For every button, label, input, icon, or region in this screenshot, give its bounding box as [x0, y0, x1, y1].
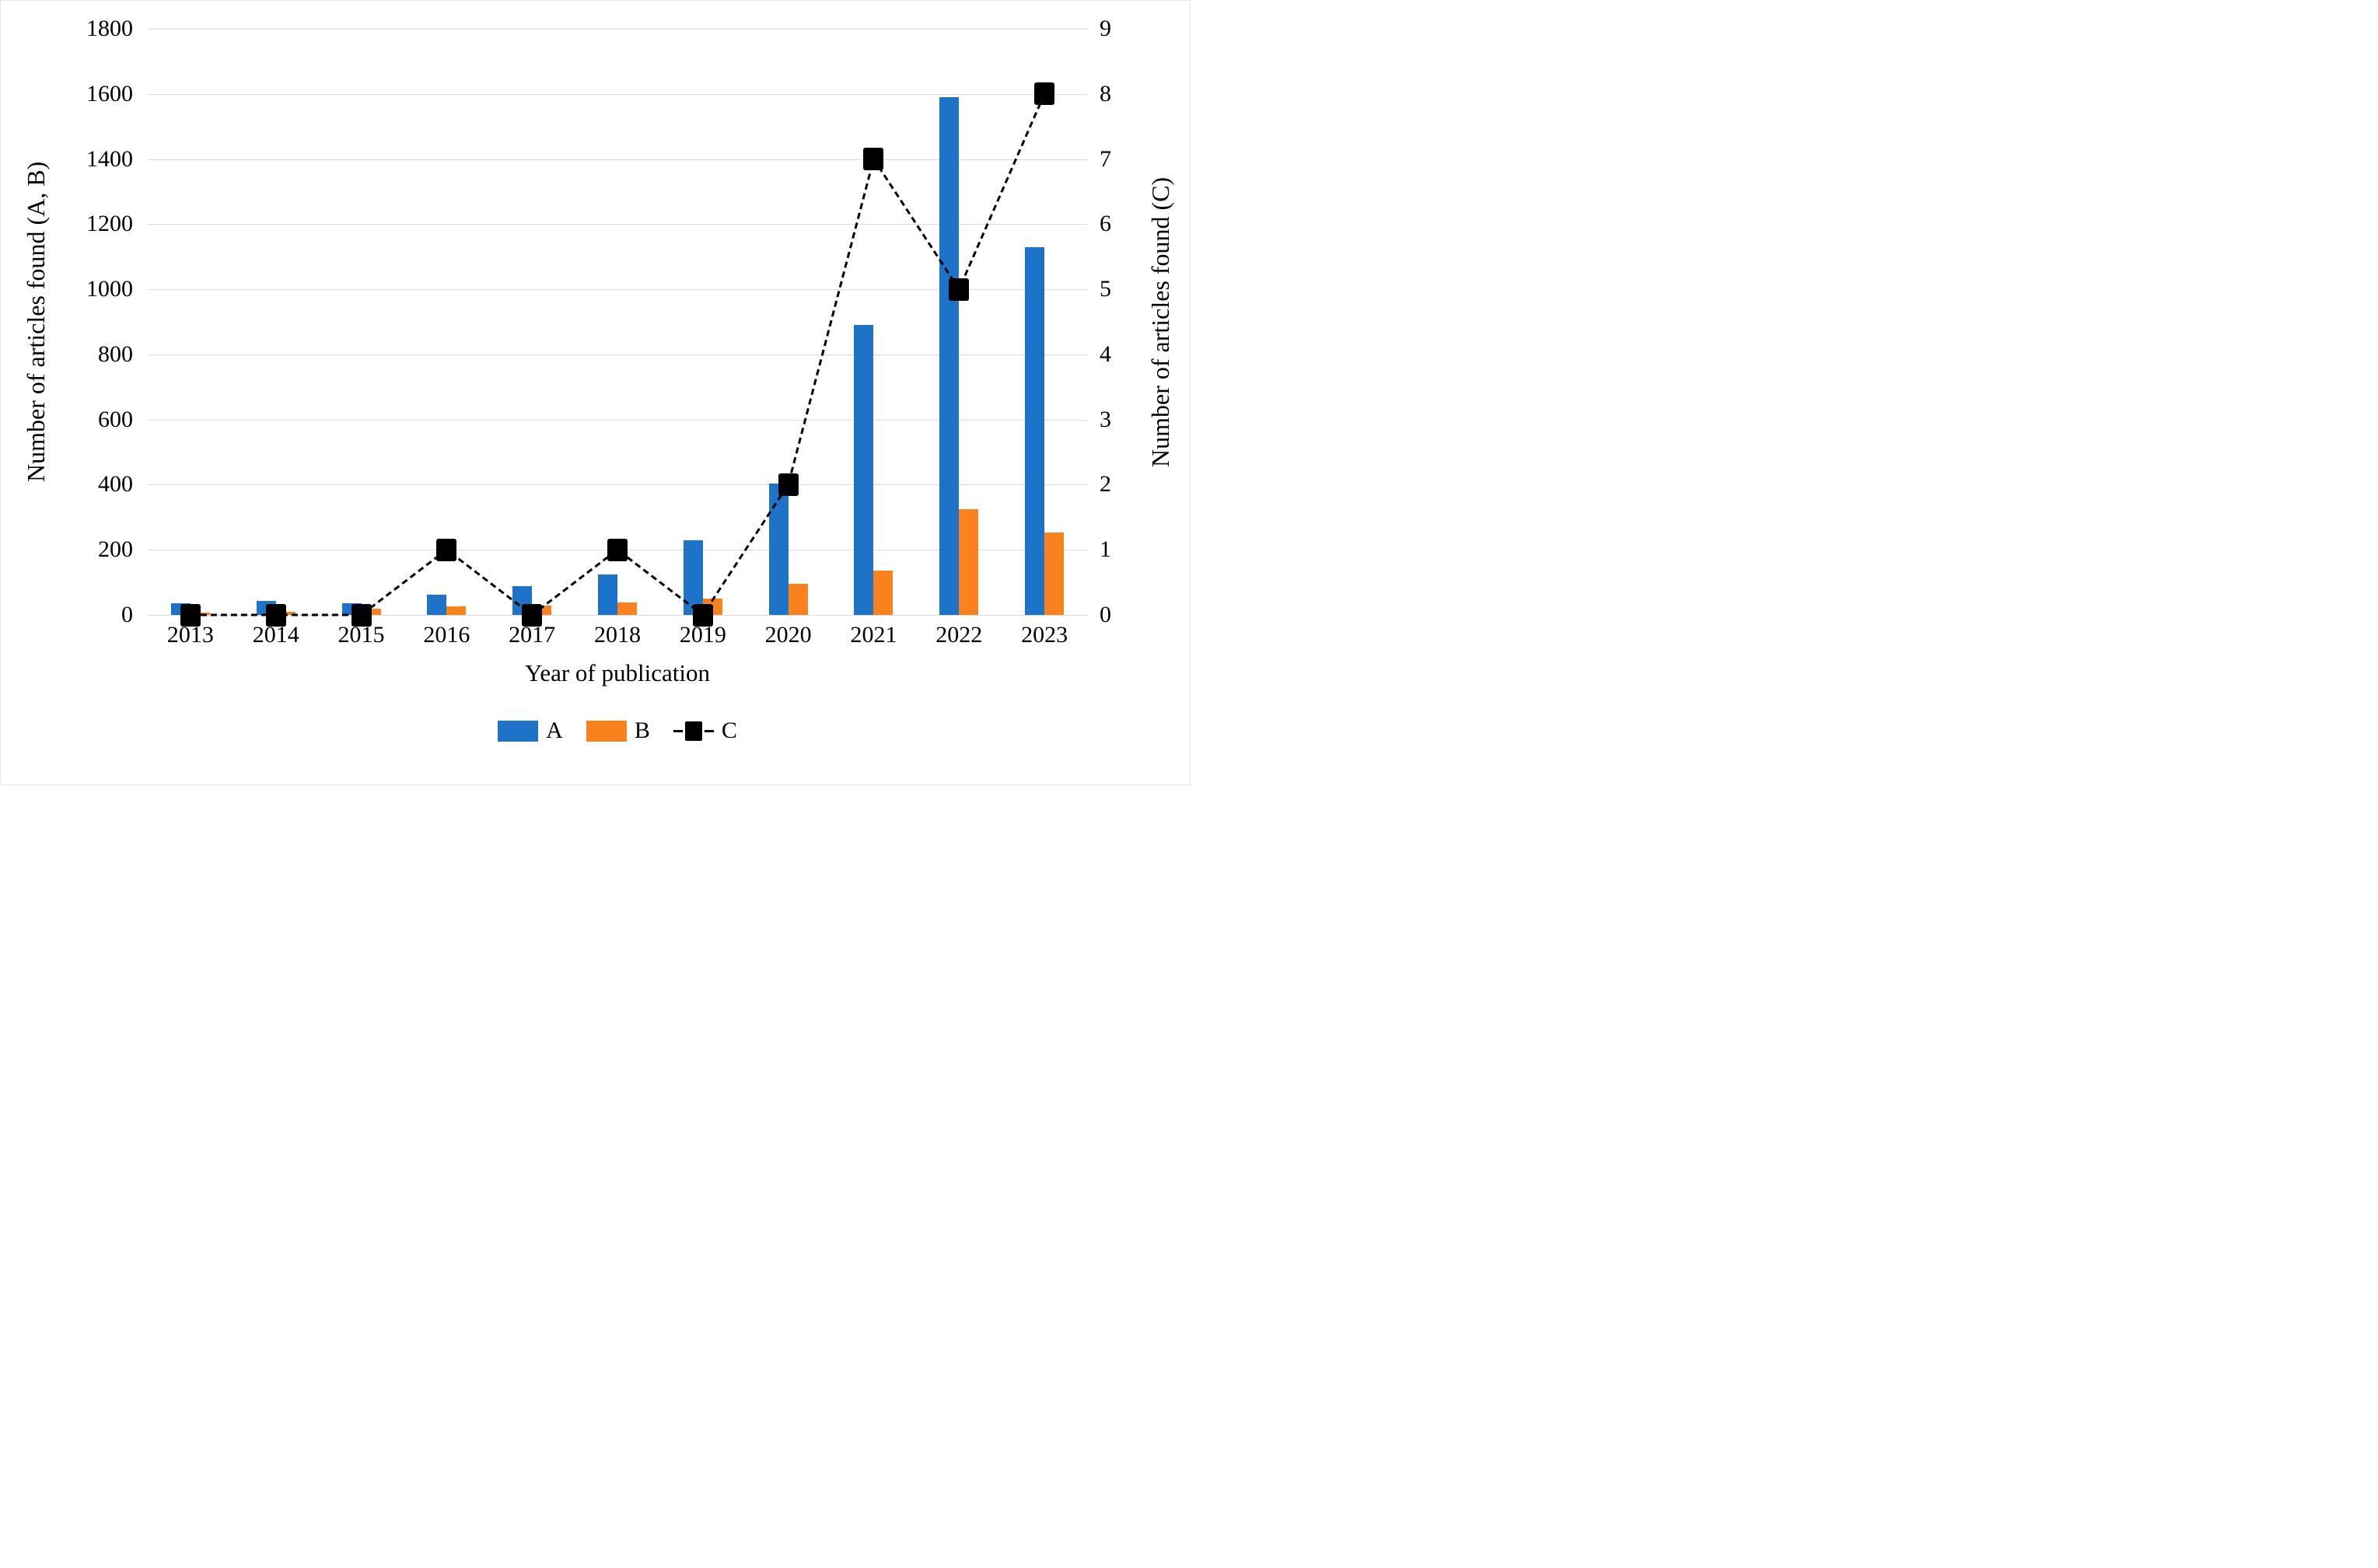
legend-item-c: C: [673, 719, 737, 742]
left-axis-tick-label: 600: [98, 406, 133, 432]
bar-series-b-2016: [446, 606, 467, 615]
right-axis-tick-label: 6: [1100, 211, 1111, 237]
bar-series-a-2018: [598, 574, 617, 615]
right-axis-tick-label: 8: [1100, 80, 1111, 107]
legend-swatch-b: [586, 720, 627, 742]
x-axis-tick-label: 2015: [337, 622, 385, 648]
left-axis-tick-label: 800: [98, 340, 133, 367]
bar-series-a-2016: [427, 595, 447, 615]
marker-series-c-2017: [522, 603, 543, 627]
legend-item-a: A: [498, 719, 563, 742]
left-axis-tick-label: 1800: [86, 16, 133, 41]
marker-series-c-2015: [351, 603, 372, 627]
gridline-1800: [148, 29, 1087, 30]
x-axis-tick-label: 2019: [679, 622, 726, 648]
x-axis-tick-label: 2016: [423, 622, 470, 648]
marker-series-c-2013: [180, 603, 201, 627]
marker-series-c-2014: [265, 603, 286, 627]
chart-figure: Number of articles found (A, B) Number o…: [0, 0, 1191, 785]
x-axis-tick-label: 2014: [252, 622, 299, 648]
legend-swatch-a: [498, 720, 539, 742]
legend-dashed-marker-glyph: [673, 721, 714, 741]
left-axis-tick-label: 0: [121, 602, 133, 627]
x-axis-tick-label: 2022: [935, 622, 983, 648]
right-axis-tick-label: 2: [1100, 471, 1111, 498]
marker-series-c-2018: [607, 538, 628, 561]
bar-series-b-2022: [959, 508, 979, 615]
bar-series-a-2020: [768, 484, 789, 615]
right-axis-tick-label: 0: [1100, 602, 1111, 627]
right-axis-tick-label: 9: [1100, 16, 1111, 41]
bar-series-b-2020: [788, 584, 808, 615]
marker-series-c-2020: [778, 473, 799, 496]
x-axis-tick-label: 2018: [594, 622, 641, 648]
legend-dash: [704, 729, 714, 732]
right-axis-tick-label: 3: [1100, 406, 1111, 432]
bar-series-b-2018: [617, 602, 637, 615]
x-axis-tick-label: 2020: [764, 622, 812, 648]
legend-label-a: A: [546, 718, 563, 743]
left-axis-tick-label: 400: [98, 471, 133, 498]
marker-series-c-2021: [863, 148, 884, 171]
bar-series-a-2021: [854, 325, 874, 615]
x-axis-title: Year of publication: [525, 659, 710, 686]
marker-series-c-2019: [692, 603, 713, 627]
legend-dash: [673, 729, 683, 732]
marker-series-c-2022: [949, 278, 970, 301]
marker-series-c-2016: [436, 538, 457, 561]
legend-label-c: C: [721, 718, 737, 743]
legend-square-marker: [684, 721, 702, 741]
legend-item-b: B: [586, 719, 650, 742]
left-axis-tick-label: 1200: [86, 211, 133, 237]
legend: A B C: [148, 719, 1087, 742]
left-axis-title: Number of articles found (A, B): [22, 161, 50, 483]
x-axis-tick-label: 2021: [850, 622, 897, 648]
right-axis-title: Number of articles found (C): [1146, 176, 1174, 467]
right-axis-tick-label: 4: [1100, 340, 1111, 367]
left-axis-tick-label: 1600: [86, 80, 133, 107]
right-axis-tick-label: 7: [1100, 145, 1111, 172]
marker-series-c-2023: [1034, 82, 1055, 106]
left-axis-tick-label: 1000: [86, 276, 133, 302]
left-axis-tick-label: 1400: [86, 145, 133, 172]
bar-series-a-2023: [1025, 246, 1045, 615]
right-axis-tick-label: 1: [1100, 536, 1111, 563]
gridline-0: [148, 615, 1087, 616]
bar-series-b-2021: [873, 571, 893, 615]
legend-label-b: B: [634, 718, 650, 743]
x-axis-tick-label: 2017: [509, 622, 556, 648]
x-axis-tick-label: 2023: [1021, 622, 1068, 648]
x-axis-tick-label: 2013: [166, 622, 214, 648]
gridline-1600: [148, 94, 1087, 95]
left-axis-tick-label: 200: [98, 536, 133, 563]
bar-series-b-2023: [1044, 533, 1065, 615]
bar-series-a-2022: [939, 96, 960, 615]
right-axis-tick-label: 5: [1100, 276, 1111, 302]
